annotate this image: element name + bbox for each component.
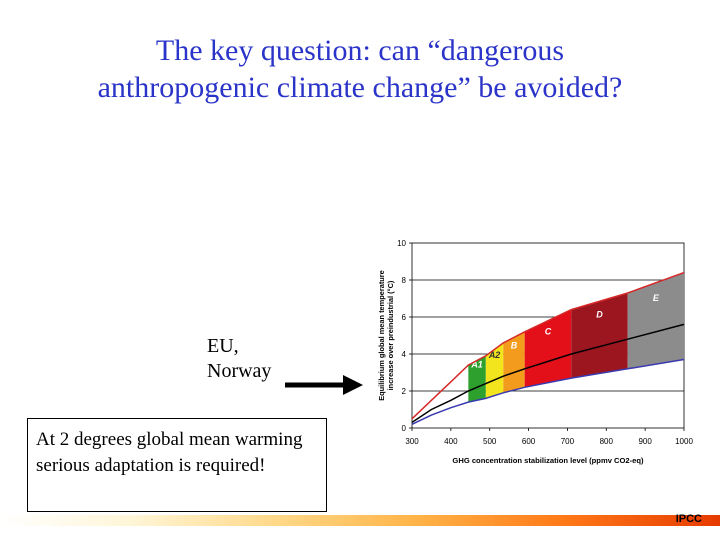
arrow-right-icon [285,375,363,395]
band-d [571,292,628,379]
band-a2 [485,342,504,399]
x-tick-label: 700 [561,437,575,446]
x-tick-label: 400 [444,437,458,446]
band-c [524,309,572,388]
band-e [627,272,684,369]
note-text: At 2 degrees global mean warming serious… [36,429,303,476]
y-tick-label: 4 [402,350,407,359]
x-tick-label: 500 [483,437,497,446]
slide-title-line-2: anthropogenic climate change” be avoided… [97,71,623,104]
band-label-b: B [511,340,518,350]
source-label: IPCC [675,513,702,525]
band-label-a2: A2 [488,350,501,360]
x-tick-label: 900 [638,437,652,446]
y-tick-label: 10 [397,239,406,248]
x-axis-label: GHG concentration stabilization level (p… [452,456,644,465]
stabilization-chart: 0 2 4 6 8 10 300 400 500 600 700 800 900 1000 A1 A2 B C D E… [377,239,693,465]
eu-label-line-1: EU, [207,335,239,357]
band-label-e: E [653,293,660,303]
y-tick-label: 6 [402,313,407,322]
x-tick-label: 600 [522,437,536,446]
curve-lower [411,358,685,425]
eu-norway-label: EU, Norway [207,334,271,384]
y-tick-label: 0 [402,424,407,433]
y-tick-label: 8 [402,276,407,285]
x-tick-label: 800 [600,437,614,446]
note-box: At 2 degrees global mean warming serious… [27,418,327,512]
x-tick-label: 300 [405,437,419,446]
curve-upper [411,271,685,420]
y-axis-label-line-1: Equilibrium global mean temperature [377,270,386,401]
band-b [503,331,525,393]
slide-title-line-1: The key question: can “dangerous [155,34,565,67]
curve-central [411,323,685,424]
band-label-c: C [545,327,552,337]
y-tick-label: 2 [402,387,407,396]
band-a1 [468,355,486,403]
band-label-d: D [596,309,603,319]
band-label-a1: A1 [470,359,483,369]
y-axis-label-line-2: increase over preindustrial (°C) [386,280,395,390]
slide-title: The key question: can “dangerous anthrop… [20,32,700,106]
x-tick-label: 1000 [675,437,693,446]
bottom-gradient-bar [0,515,720,526]
eu-label-line-2: Norway [207,360,272,382]
